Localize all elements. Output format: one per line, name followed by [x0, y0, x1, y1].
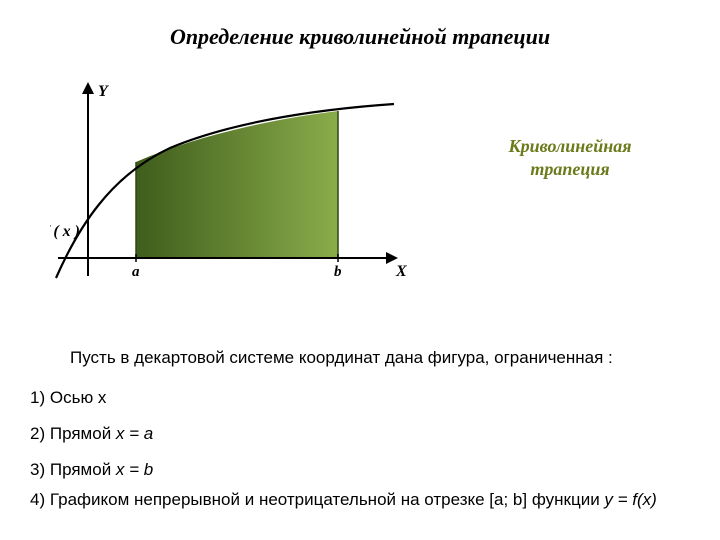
item2-num: 2): [30, 424, 45, 443]
item3-prefix: Прямой: [50, 460, 116, 479]
item4-num: 4): [30, 490, 45, 509]
item3-ital: x = b: [116, 460, 153, 479]
item2-ital: x = a: [116, 424, 153, 443]
item4-ital: y = f(x): [604, 490, 656, 509]
item1-text: Осью x: [50, 388, 107, 407]
item1-num: 1): [30, 388, 45, 407]
svg-text:f ( x ): f ( x ): [50, 223, 80, 240]
item3-num: 3): [30, 460, 45, 479]
list-item-2: 2) Прямой x = a: [30, 424, 153, 444]
list-item-1: 1) Осью x: [30, 388, 106, 408]
page-title: Определение криволинейной трапеции: [0, 24, 720, 50]
side-label-line1: Криволинейная: [508, 136, 631, 156]
curvilinear-trapezoid-chart: Y Xf ( x ) a b: [50, 78, 420, 288]
side-label-line2: трапеция: [530, 159, 609, 179]
side-label: Криволинейная трапеция: [470, 135, 670, 182]
svg-text:X: X: [395, 263, 407, 280]
item2-prefix: Прямой: [50, 424, 116, 443]
intro-text: Пусть в декартовой системе координат дан…: [70, 348, 613, 368]
svg-text:a: a: [132, 264, 140, 280]
list-item-3: 3) Прямой x = b: [30, 460, 153, 480]
svg-text:b: b: [334, 264, 342, 280]
svg-text:Y: Y: [98, 83, 109, 100]
list-item-4: 4) Графиком непрерывной и неотрицательно…: [30, 490, 657, 510]
item4-prefix: Графиком непрерывной и неотрицательной н…: [50, 490, 605, 509]
